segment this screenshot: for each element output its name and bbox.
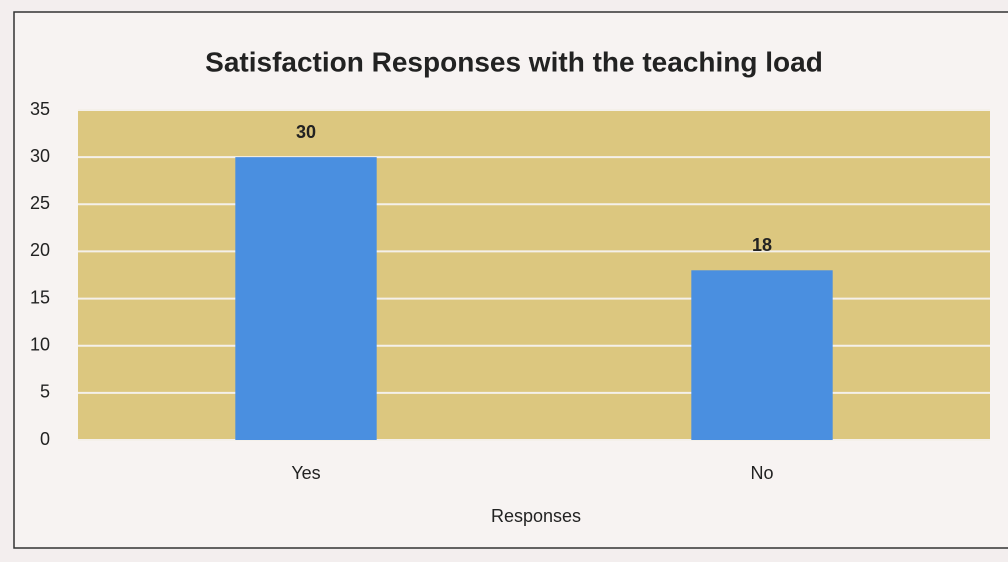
bar — [235, 157, 377, 440]
y-tick-label: 5 — [40, 382, 50, 402]
y-tick-label: 35 — [30, 99, 50, 119]
y-tick-label: 15 — [30, 287, 50, 307]
bar — [691, 270, 833, 440]
y-tick-label: 25 — [30, 193, 50, 213]
chart-title: Satisfaction Responses with the teaching… — [205, 46, 823, 77]
y-tick-label: 30 — [30, 146, 50, 166]
y-tick-label: 0 — [40, 429, 50, 449]
y-tick-label: 20 — [30, 240, 50, 260]
x-tick-label: Yes — [291, 463, 320, 483]
x-tick-label: No — [750, 463, 773, 483]
data-label: 30 — [296, 122, 316, 142]
plot-area — [78, 110, 990, 440]
data-label: 18 — [752, 235, 772, 255]
y-tick-label: 10 — [30, 334, 50, 354]
x-axis-label: Responses — [491, 506, 581, 526]
